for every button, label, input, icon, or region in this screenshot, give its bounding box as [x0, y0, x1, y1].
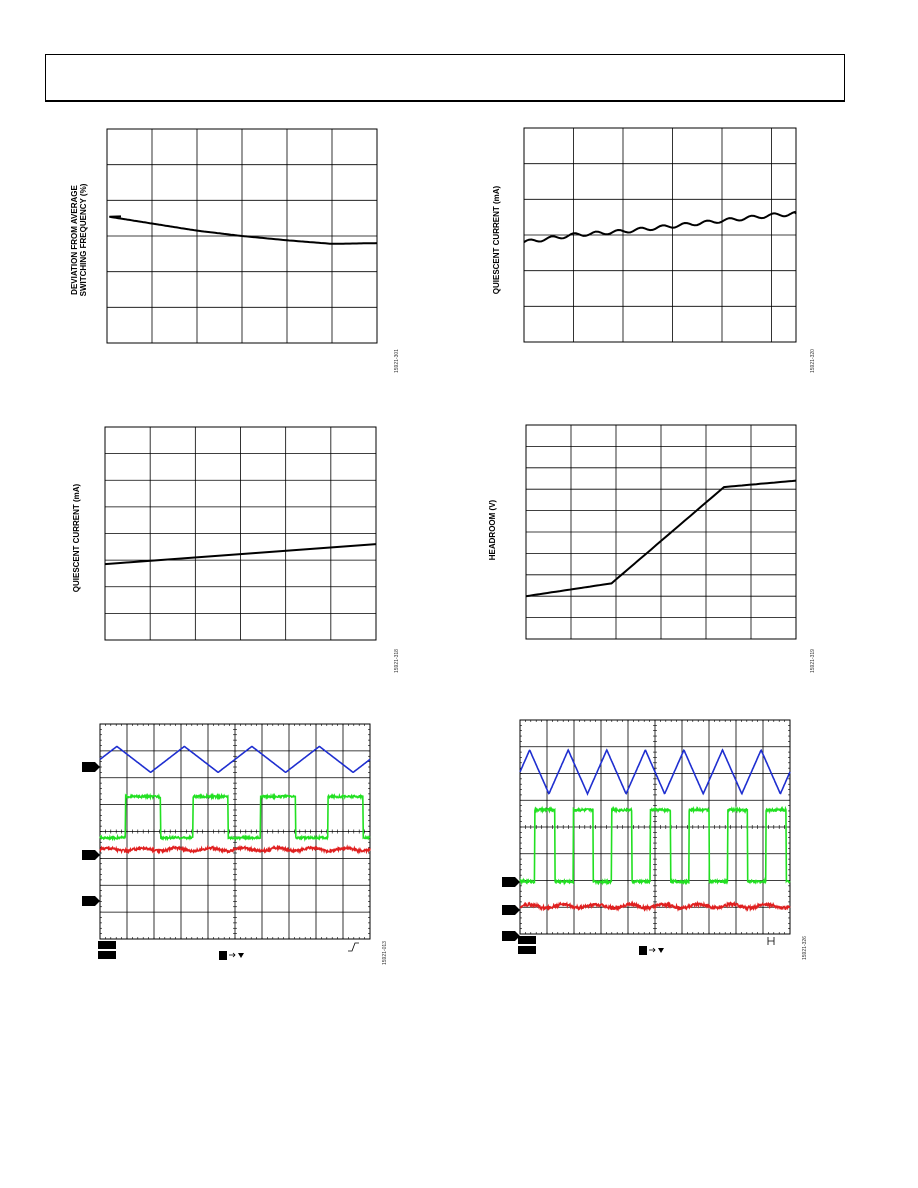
figure-6: 15921-326 — [480, 710, 820, 970]
figure-1: DEVIATION FROM AVERAGE SWITCHING FREQUEN… — [60, 115, 400, 375]
status-block — [518, 936, 536, 944]
trigger-block — [639, 946, 647, 955]
channel-marker — [502, 931, 520, 941]
figure-2-plot — [523, 127, 797, 343]
trigger-arrow — [229, 952, 236, 958]
series-line-0 — [525, 479, 797, 598]
channel-marker — [502, 877, 520, 887]
figure-6-id: 15921-326 — [802, 936, 808, 960]
trigger-block — [219, 951, 227, 960]
figure-5: 15921-013 — [60, 715, 400, 975]
figure-4-id: 15921-319 — [810, 649, 816, 673]
figure-3-id: 15921-318 — [394, 649, 400, 673]
figure-6-scope — [502, 719, 791, 955]
channel-marker — [82, 850, 100, 860]
status-block — [98, 941, 116, 949]
figure-5-scope — [82, 723, 371, 960]
figure-2: QUIESCENT CURRENT (mA) 15921-320 — [480, 115, 820, 375]
scope-trace-2 — [519, 900, 791, 912]
scope-trace-0 — [519, 748, 791, 796]
series-line-0 — [109, 215, 378, 245]
status-block — [98, 951, 116, 959]
channel-marker — [82, 762, 100, 772]
figure-2-id: 15921-320 — [810, 349, 816, 373]
series-line-0 — [104, 543, 377, 566]
width-trigger-icon — [767, 937, 775, 945]
channel-marker — [502, 905, 520, 915]
series-line-0 — [523, 210, 797, 243]
trigger-down-icon — [658, 948, 664, 953]
scope-trace-1 — [519, 805, 791, 886]
page-header — [45, 54, 845, 102]
figure-4: HEADROOM (V) 15921-319 — [480, 415, 820, 675]
channel-marker — [82, 896, 100, 906]
figure-5-id: 15921-013 — [382, 941, 388, 965]
rising-edge-icon — [348, 942, 359, 952]
scope-trace-0 — [99, 745, 371, 773]
scope-trace-1 — [99, 792, 371, 842]
trigger-down-icon — [238, 953, 244, 958]
figure-4-plot — [525, 424, 797, 640]
figure-1-id: 15921-301 — [394, 349, 400, 373]
scope-trace-2 — [99, 844, 371, 855]
status-block — [518, 946, 536, 954]
trigger-arrow — [649, 947, 656, 953]
figure-3-plot — [104, 426, 377, 641]
figure-1-plot — [106, 128, 378, 344]
figure-3: QUIESCENT CURRENT (mA) 15921-318 — [60, 415, 400, 675]
